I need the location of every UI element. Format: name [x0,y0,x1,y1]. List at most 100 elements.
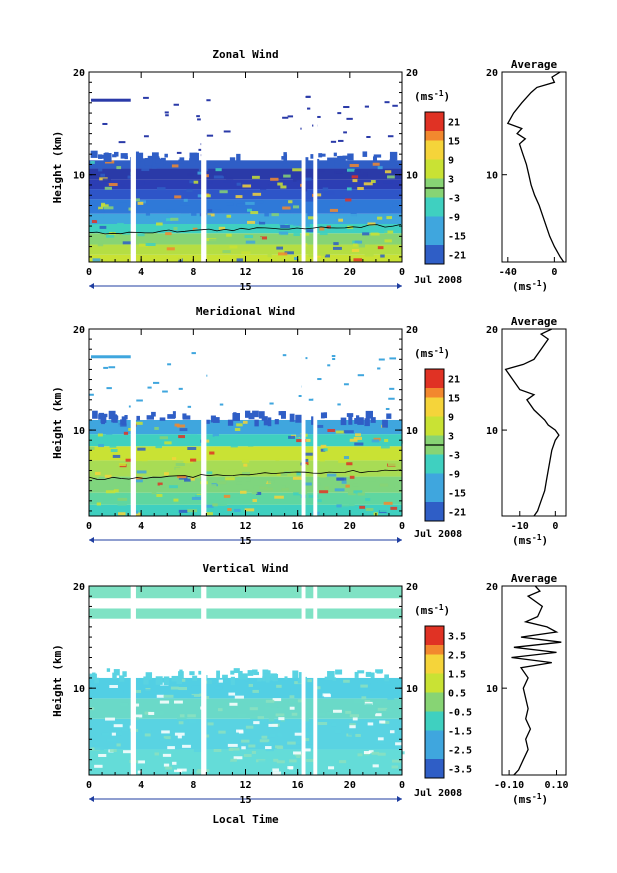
heatmap-speckle [117,502,127,506]
zero-contour [88,224,402,235]
colorbar-frame [424,625,445,779]
heatmap-upper-cell [223,130,231,133]
heatmap-speckle [377,246,384,250]
heatmap-speckle [252,499,257,503]
heatmap-speckle [255,739,260,743]
heatmap-speckle [349,475,355,479]
heatmap-speckle [346,462,353,466]
heatmap-upper-stripe [91,98,131,102]
heatmap-speckle [364,699,371,703]
heatmap-speckle [322,187,329,191]
heatmap-upper-cell [357,374,365,377]
heatmap-speckle [166,218,173,222]
heatmap-speckle [354,442,364,446]
heatmap-speckle [371,419,381,423]
heatmap-edge-cell [124,156,128,160]
heatmap-speckle [252,175,260,179]
colorbar-tick-label: 3.5 [448,632,466,643]
heatmap-speckle [350,507,359,511]
heatmap-gap [130,72,136,262]
heatmap-upper-cell [162,390,168,393]
heatmap-band [89,189,402,200]
heatmap-edge-cell [137,152,144,162]
heatmap-speckle [187,446,197,450]
heatmap-speckle [347,492,356,496]
heatmap-speckle [137,201,144,205]
heatmap-speckle [191,693,201,697]
heatmap-speckle [165,232,172,236]
colorbar-cell [425,635,444,646]
heatmap-speckle [357,187,364,191]
heatmap-speckle [244,678,250,682]
y-axis-label: Height (km) [51,131,64,204]
heatmap-speckle [278,717,285,721]
heatmap-speckle [156,187,166,191]
heatmap-gap [313,329,318,516]
heatmap-edge-cell [176,675,183,685]
heatmap-speckle [109,749,117,753]
heatmap-speckle [269,734,276,738]
heatmap-speckle [97,433,103,437]
heatmap-speckle [183,198,188,202]
heatmap-speckle [188,719,197,723]
heatmap-speckle [379,509,390,513]
heatmap-speckle [207,213,215,217]
day-label: 15 [239,795,251,806]
heatmap-speckle [89,470,95,474]
heatmap-speckle [103,206,114,210]
heatmap-edge-cell [167,414,176,419]
heatmap-speckle [345,198,352,202]
heatmap-speckle [255,491,262,495]
profile-unit: (ms-1) [512,279,548,293]
heatmap-speckle [287,766,294,770]
heatmap-speckle [368,750,374,754]
colorbar-cell [425,511,444,522]
colorbar-tick-label: 15 [448,394,460,405]
heatmap-speckle [281,487,289,491]
heatmap-speckle [101,202,106,206]
heatmap-speckle [275,457,280,461]
heatmap-speckle [142,458,148,462]
heatmap-speckle [195,475,201,479]
heatmap-upper-cell [327,364,331,367]
heatmap-speckle [272,754,278,758]
heatmap-speckle [165,493,171,497]
heatmap-speckle [218,730,226,734]
heatmap-speckle [111,732,116,736]
colorbar-cell [425,407,444,417]
heatmap-speckle [184,473,192,477]
x-tick-label: 16 [292,780,304,791]
heatmap-upper-stripe [91,355,131,359]
heatmap-speckle [336,504,342,508]
heatmap-speckle [186,172,194,176]
colorbar-tick-label: -21 [448,251,466,262]
colorbar-cell [425,654,444,665]
heatmap-edge-cell [311,416,316,425]
heatmap-upper-cell [330,140,337,143]
colorbar-cell [425,702,444,712]
heatmap-speckle [157,482,163,486]
heatmap-upper-cell [282,116,289,119]
heatmap-speckle [264,213,269,217]
panel-2: Meridional Wind 0 4 8 12 16 20 0 10 10 20 20 Height … [51,305,567,547]
heatmap-speckle [242,472,250,476]
heatmap-speckle [257,716,265,720]
heatmap-speckle [257,446,263,450]
x-tick-label: 8 [190,780,196,791]
heatmap-edge-cell [182,415,191,420]
heatmap-speckle [365,703,373,707]
x-tick-label: 4 [138,780,144,791]
heatmap-edge-cell [320,412,325,419]
heatmap-speckle [296,439,307,443]
heatmap-speckle [354,240,363,244]
heatmap-speckle [340,165,349,169]
heatmap-speckle [364,701,373,705]
colorbar-cell [425,178,444,189]
heatmap-speckle [305,732,312,736]
heatmap-speckle [353,699,362,703]
heatmap-upper-cell [89,393,94,396]
profile-title: Average [511,315,558,328]
heatmap-speckle [211,456,217,460]
heatmap-edge-cell [236,153,241,163]
